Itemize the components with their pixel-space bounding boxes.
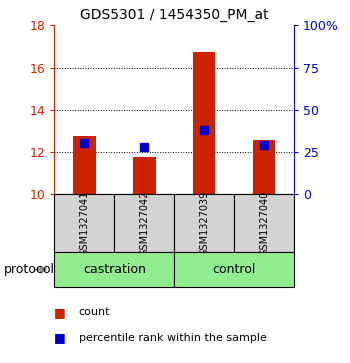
Text: GSM1327039: GSM1327039 — [199, 191, 209, 256]
Text: percentile rank within the sample: percentile rank within the sample — [79, 333, 267, 343]
Bar — [253, 140, 275, 194]
Bar — [54, 194, 114, 252]
Title: GDS5301 / 1454350_PM_at: GDS5301 / 1454350_PM_at — [80, 8, 268, 22]
Bar — [114, 194, 174, 252]
Text: ■: ■ — [54, 331, 66, 344]
Text: GSM1327042: GSM1327042 — [139, 191, 149, 256]
Text: control: control — [212, 263, 256, 276]
Text: castration: castration — [83, 263, 146, 276]
Bar — [174, 252, 294, 287]
Bar — [73, 136, 96, 194]
Text: ■: ■ — [54, 306, 66, 319]
Text: count: count — [79, 307, 110, 317]
Text: protocol: protocol — [4, 263, 55, 276]
Bar — [193, 52, 216, 194]
Bar — [133, 157, 155, 194]
Text: GSM1327041: GSM1327041 — [79, 191, 89, 256]
Bar — [234, 194, 294, 252]
Bar — [54, 252, 174, 287]
Bar — [174, 194, 234, 252]
Text: GSM1327040: GSM1327040 — [259, 191, 269, 256]
